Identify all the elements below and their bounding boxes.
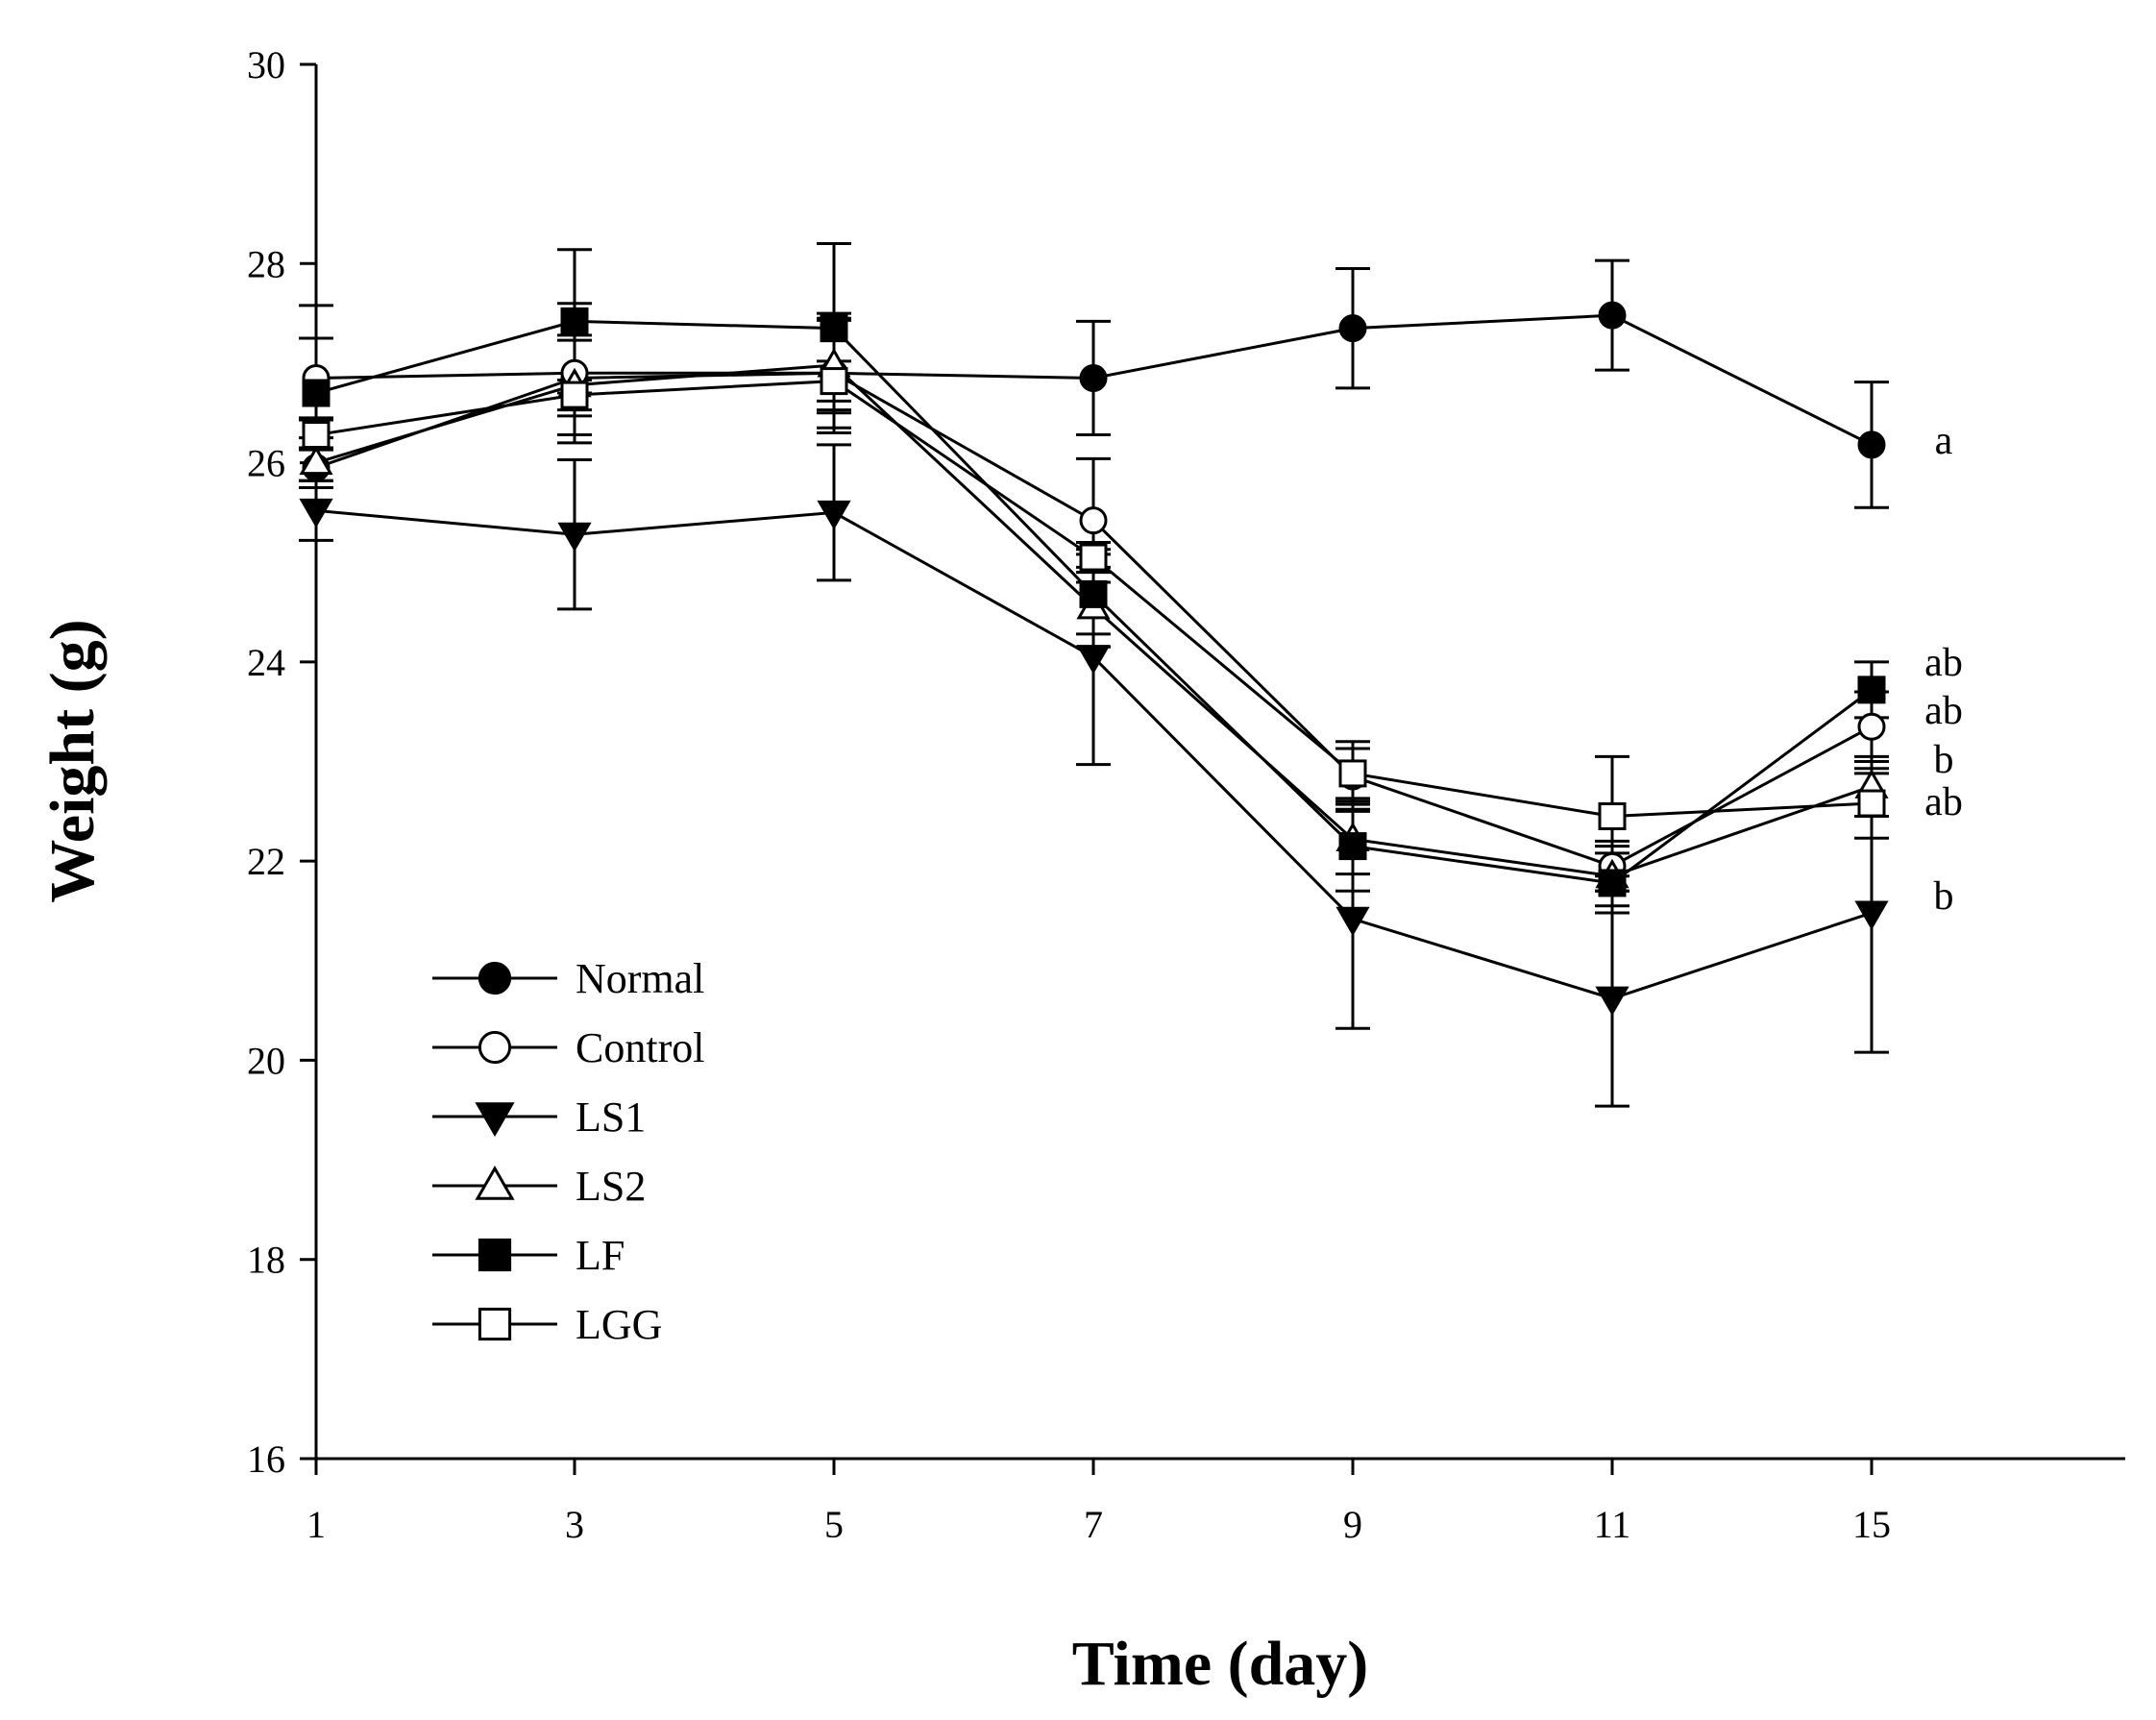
legend-marker [475,1165,515,1200]
x-tick-label: 7 [1084,1503,1103,1546]
data-point [1857,430,1886,459]
data-point [1598,869,1627,897]
x-tick-label: 15 [1852,1503,1891,1546]
data-point [302,379,331,407]
y-tick-label: 16 [247,1437,285,1481]
significance-label: b [1934,738,1954,782]
data-point [1079,506,1108,535]
data-point [1857,712,1886,741]
legend-entry-ls1: LS1 [432,1093,646,1141]
legend-entry-lgg: LGG [432,1301,662,1348]
data-point [1079,363,1108,392]
legend-marker [478,961,512,995]
legend-marker [478,1030,512,1065]
data-point [1338,314,1367,343]
data-point [1338,832,1367,861]
legend: Normal Control LS1 LS2 LF LGG [432,955,704,1348]
data-point [1595,986,1629,1017]
data-point [299,445,333,476]
y-tick-label: 24 [247,641,285,684]
significance-label: ab [1924,689,1963,733]
x-tick-label: 3 [565,1503,584,1546]
data-point [302,421,331,450]
data-point [560,381,589,409]
y-tick-label: 30 [247,43,285,86]
y-axis-label: Weight (g) [37,619,108,902]
y-tick-label: 20 [247,1039,285,1082]
x-tick-label: 11 [1594,1503,1631,1546]
data-point [1338,759,1367,788]
legend-marker [478,1307,512,1341]
legend-label: Control [576,1024,704,1071]
data-point [1857,676,1886,704]
y-tick-label: 26 [247,442,285,485]
legend-label: LF [576,1232,625,1279]
data-point [1598,301,1627,330]
significance-label: ab [1924,780,1963,824]
legend-entry-control: Control [432,1024,704,1071]
x-tick-label: 1 [306,1503,326,1546]
legend-entry-lf: LF [432,1232,625,1279]
series-layer [299,242,1889,1108]
y-tick-label: 22 [247,840,285,883]
data-point [560,307,589,335]
data-point [1335,906,1370,937]
series-markers-ls1 [299,498,1889,1017]
data-point [820,314,848,343]
legend-marker [475,1102,515,1138]
data-point [1854,900,1889,931]
data-point [1076,645,1111,675]
data-point [817,500,851,530]
series-markers-lf [302,307,1886,897]
y-tick-label: 28 [247,242,285,285]
significance-label: ab [1924,641,1963,685]
data-point [299,498,333,528]
significance-label: a [1935,419,1953,463]
y-ticks: 16 18 20 22 24 26 28 30 [247,43,316,1481]
x-tick-label: 9 [1343,1503,1362,1546]
data-point [1079,579,1108,608]
x-axis-label: Time (day) [1072,1629,1369,1699]
legend-label: LS1 [576,1093,646,1141]
x-tick-label: 5 [824,1503,844,1546]
data-point [1857,789,1886,818]
legend-marker [478,1238,512,1272]
legend-label: LGG [576,1301,662,1348]
legend-label: Normal [576,955,704,1002]
axes [314,64,2125,1461]
data-point [1598,802,1627,831]
significance-label: b [1934,874,1954,919]
data-point [820,367,848,396]
legend-entry-ls2: LS2 [432,1163,646,1210]
y-tick-label: 18 [247,1239,285,1282]
data-point [1079,543,1108,572]
legend-label: LS2 [576,1163,646,1210]
legend-entry-normal: Normal [432,955,704,1002]
data-point [557,522,592,553]
series-markers-lgg [302,367,1886,831]
x-ticks: 1 3 5 7 9 11 15 [306,1459,1891,1546]
